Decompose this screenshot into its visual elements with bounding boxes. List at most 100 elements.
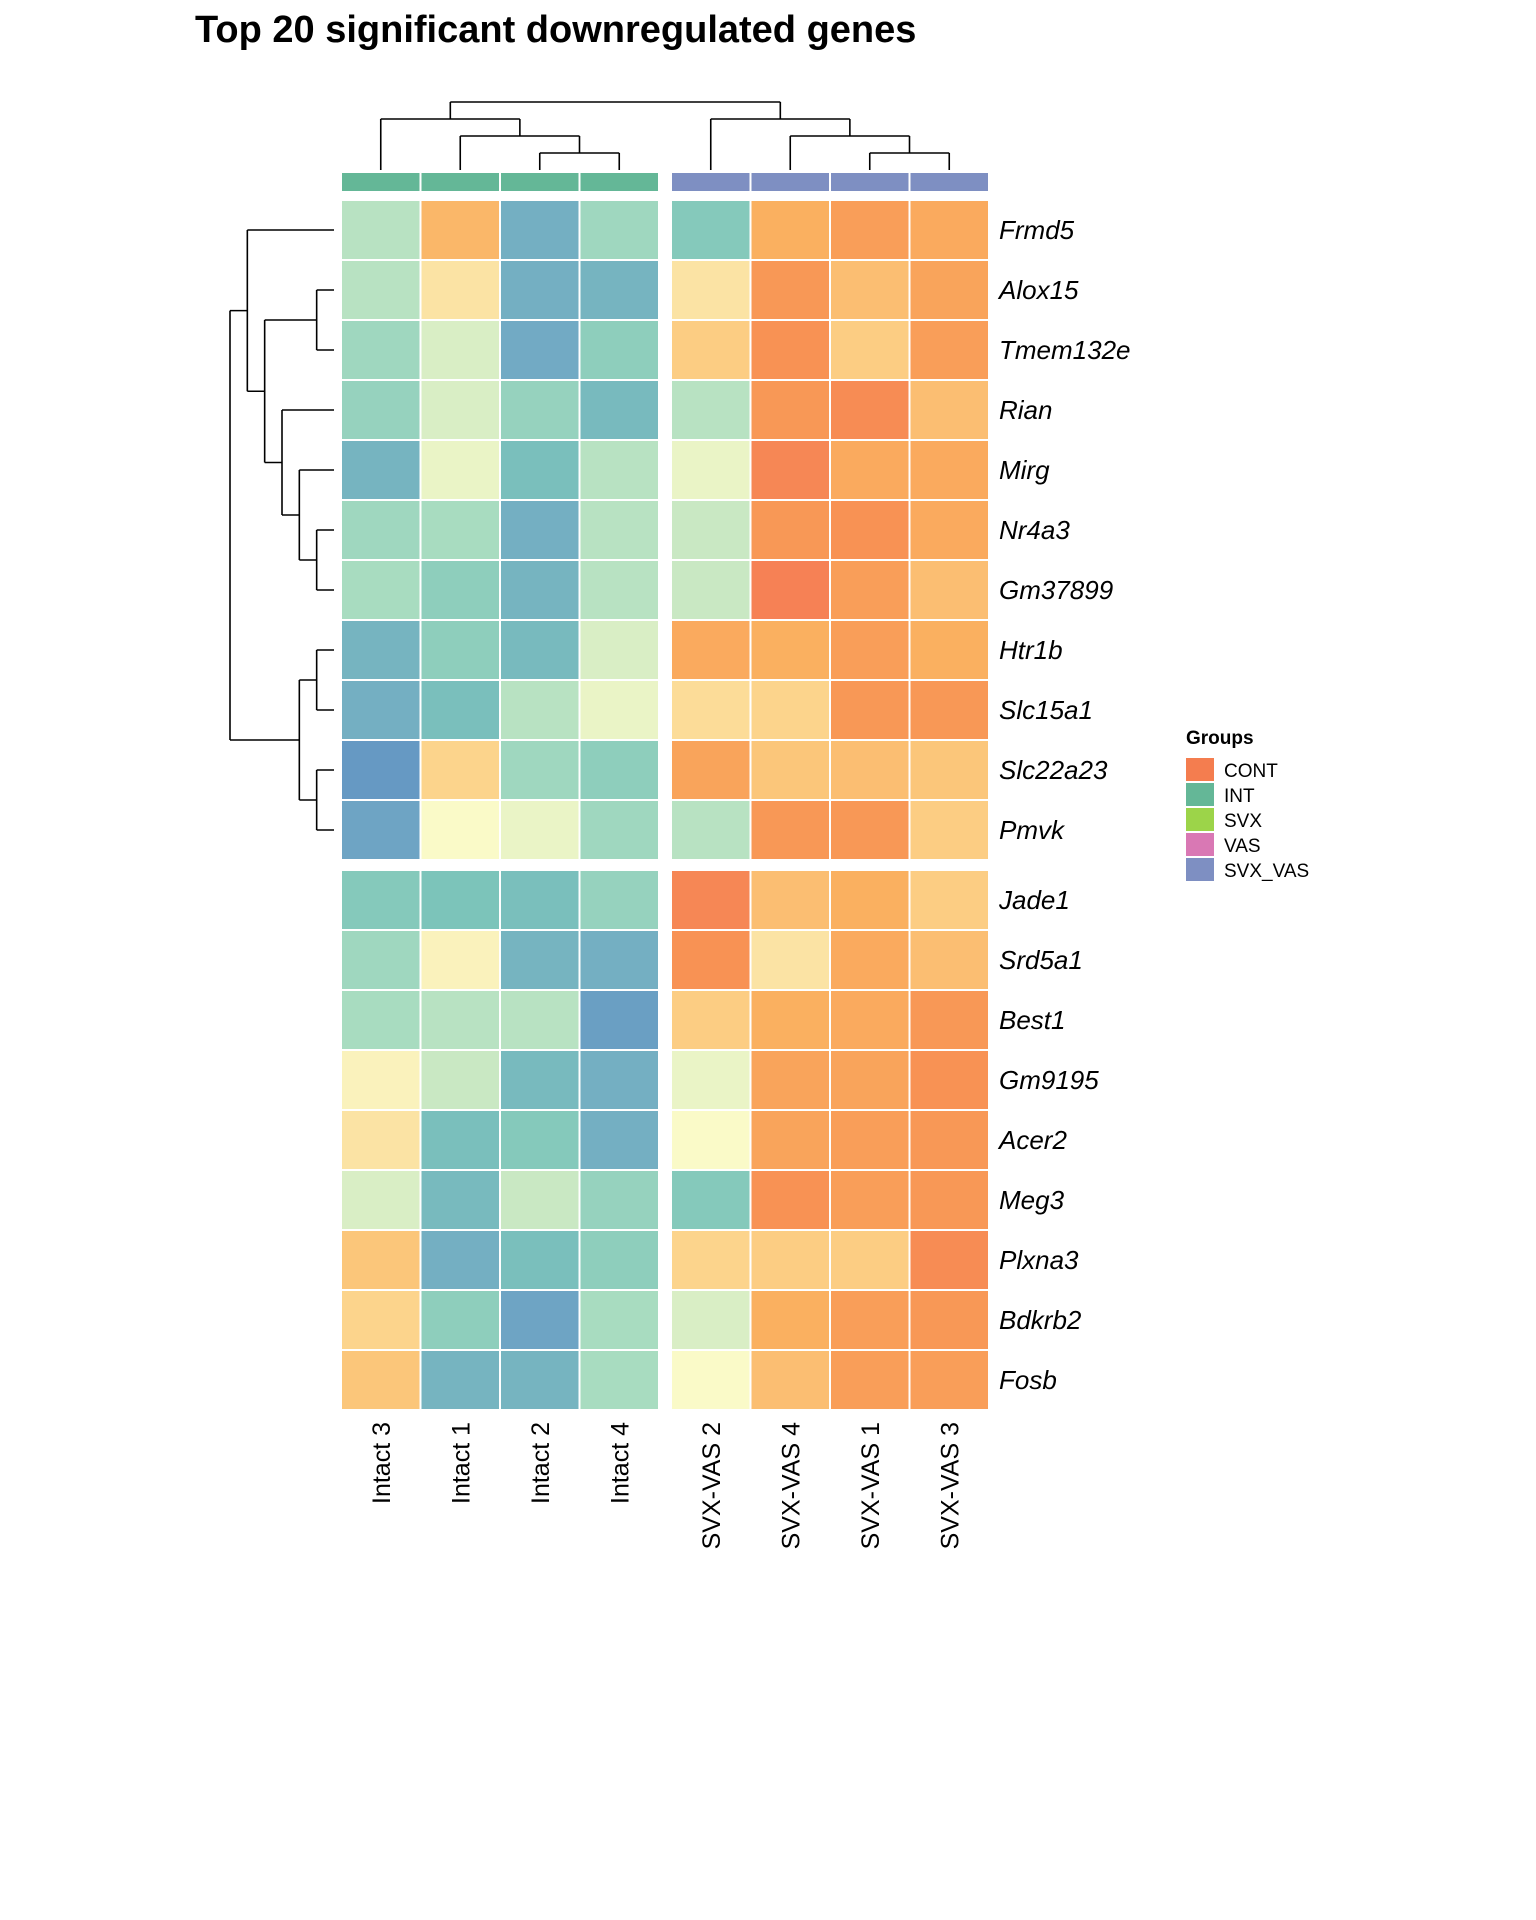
heatmap-cell: [749, 619, 831, 681]
heatmap-cell: [499, 1229, 581, 1291]
heatmap-cell: [749, 799, 831, 861]
heatmap-cell: [419, 1169, 501, 1231]
heatmap-cell: [670, 739, 752, 801]
heatmap-cell: [499, 559, 581, 621]
heatmap-cell: [670, 1349, 752, 1411]
legend-title: Groups: [1186, 728, 1254, 749]
heatmap-cell: [670, 619, 752, 681]
heatmap-cell: [670, 199, 752, 261]
row-label: Slc22a23: [999, 755, 1108, 785]
column-label: Intact 3: [368, 1422, 396, 1504]
heatmap-cell: [908, 319, 990, 381]
heatmap-cell: [578, 619, 660, 681]
legend-swatch: [1186, 758, 1214, 781]
heatmap-cell: [419, 739, 501, 801]
group-annotation-cell: [499, 171, 581, 193]
heatmap-cell: [419, 1289, 501, 1351]
heatmap-cell: [749, 1349, 831, 1411]
heatmap-cell: [499, 1109, 581, 1171]
heatmap-cell: [670, 379, 752, 441]
row-label: Gm37899: [999, 575, 1113, 605]
heatmap-cell: [670, 799, 752, 861]
heatmap-cell: [419, 199, 501, 261]
heatmap-cell: [829, 1109, 911, 1171]
heatmap-cell: [578, 259, 660, 321]
heatmap-cell: [578, 1289, 660, 1351]
heatmap-cell: [908, 499, 990, 561]
heatmap-cell: [908, 1109, 990, 1171]
heatmap-cell: [340, 679, 422, 741]
heatmap-cell: [829, 1229, 911, 1291]
row-label: Gm9195: [999, 1065, 1099, 1095]
chart-title: Top 20 significant downregulated genes: [195, 9, 916, 51]
heatmap-cell: [340, 259, 422, 321]
heatmap-cell: [578, 1169, 660, 1231]
legend-label: SVX: [1224, 811, 1262, 832]
heatmap-cell: [340, 739, 422, 801]
heatmap-cell: [340, 1169, 422, 1231]
column-label: SVX-VAS 2: [698, 1422, 726, 1549]
row-label: Pmvk: [999, 815, 1066, 845]
heatmap-cell: [499, 799, 581, 861]
heatmap-cell: [908, 199, 990, 261]
heatmap-cell: [340, 499, 422, 561]
group-annotation-cell: [340, 171, 422, 193]
row-label: Best1: [999, 1005, 1066, 1035]
heatmap-cell: [340, 929, 422, 991]
heatmap-cell: [749, 319, 831, 381]
heatmap-cell: [419, 1229, 501, 1291]
heatmap-cell: [340, 799, 422, 861]
heatmap-cell: [419, 319, 501, 381]
group-annotation-cell: [419, 171, 501, 193]
heatmap-cell: [749, 559, 831, 621]
heatmap-cell: [670, 259, 752, 321]
heatmap-cell: [749, 989, 831, 1051]
heatmap-cell: [578, 559, 660, 621]
heatmap-cell: [908, 1349, 990, 1411]
heatmap-cell: [749, 869, 831, 931]
legend: Groups CONT INT SVX VAS SVX_VAS: [1186, 728, 1309, 882]
row-label: Slc15a1: [999, 695, 1093, 725]
heatmap-cell: [499, 1349, 581, 1411]
heatmap-cell: [908, 439, 990, 501]
heatmap-cell: [419, 619, 501, 681]
heatmap-cell: [749, 1049, 831, 1111]
heatmap-cell: [340, 1049, 422, 1111]
heatmap-cell: [749, 199, 831, 261]
heatmap-cell: [340, 1229, 422, 1291]
heatmap-cell: [340, 1109, 422, 1171]
heatmap-cell: [829, 799, 911, 861]
heatmap-cell: [499, 679, 581, 741]
heatmap-cell: [749, 679, 831, 741]
heatmap-cell: [670, 1049, 752, 1111]
heatmap-cell: [829, 199, 911, 261]
heatmap-cell: [340, 619, 422, 681]
heatmap-cell: [499, 619, 581, 681]
heatmap-cell: [670, 1169, 752, 1231]
row-label: Fosb: [999, 1365, 1057, 1395]
heatmap-cells: [340, 199, 990, 1411]
heatmap-cell: [578, 739, 660, 801]
row-label: Srd5a1: [999, 945, 1083, 975]
group-annotation-cell: [578, 171, 660, 193]
column-label: SVX-VAS 3: [936, 1422, 964, 1549]
heatmap-cell: [578, 989, 660, 1051]
heatmap-cell: [499, 199, 581, 261]
heatmap-cell: [499, 1289, 581, 1351]
row-labels: Frmd5 Alox15 Tmem132e Rian Mirg Nr4a3 Gm37899 H…: [997, 215, 1131, 1395]
legend-swatch: [1186, 783, 1214, 806]
heatmap-cell: [908, 1169, 990, 1231]
heatmap-cell: [499, 1049, 581, 1111]
legend-label: INT: [1224, 786, 1255, 807]
heatmap-cell: [908, 559, 990, 621]
heatmap-cell: [829, 619, 911, 681]
heatmap-cell: [419, 499, 501, 561]
heatmap-cell: [499, 739, 581, 801]
heatmap-cell: [908, 619, 990, 681]
heatmap-cell: [908, 869, 990, 931]
row-label: Rian: [999, 395, 1052, 425]
group-annotation-cell: [749, 171, 831, 193]
heatmap-cell: [340, 869, 422, 931]
heatmap-cell: [499, 259, 581, 321]
